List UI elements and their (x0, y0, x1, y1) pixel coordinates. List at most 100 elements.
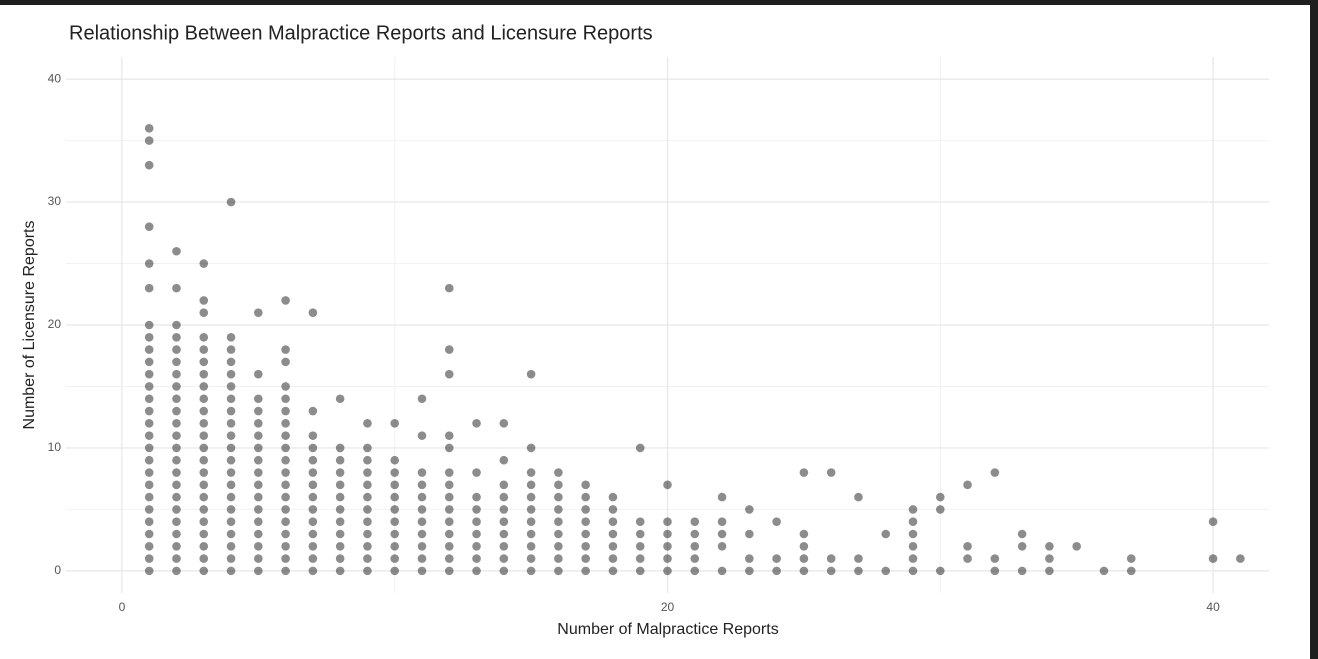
point (881, 529, 891, 539)
point (308, 431, 318, 440)
y-axis-label: Number of Licensure Reports (21, 221, 38, 430)
point (308, 554, 318, 563)
point (717, 529, 727, 539)
point (444, 443, 454, 453)
point (281, 394, 290, 404)
point (144, 554, 154, 563)
point (581, 541, 590, 551)
point (199, 369, 209, 379)
x-tick-label: 40 (1206, 600, 1220, 614)
point (935, 566, 945, 576)
point (908, 517, 918, 526)
point (144, 406, 154, 416)
point (444, 505, 454, 514)
point (308, 566, 318, 576)
point (554, 492, 563, 502)
point (499, 517, 509, 526)
point (1208, 554, 1218, 563)
point (581, 480, 590, 490)
point (908, 529, 918, 539)
point (172, 529, 181, 539)
point (881, 566, 891, 576)
point (417, 566, 427, 576)
point (281, 492, 290, 502)
point (554, 541, 563, 551)
point (472, 517, 481, 526)
point (144, 517, 154, 526)
point (281, 406, 290, 416)
point (608, 492, 618, 502)
point (717, 517, 727, 526)
point (581, 554, 590, 563)
point (799, 554, 809, 563)
point (254, 443, 263, 453)
point (772, 517, 781, 526)
point (1236, 554, 1245, 563)
point (172, 369, 181, 379)
point (254, 505, 263, 514)
point (608, 541, 618, 551)
point (990, 554, 1000, 563)
point (144, 332, 154, 342)
point (226, 382, 236, 391)
point (281, 505, 290, 514)
point (281, 541, 290, 551)
point (772, 566, 781, 576)
point (608, 566, 618, 576)
point (799, 529, 809, 539)
point (335, 394, 345, 404)
point (390, 492, 400, 502)
point (172, 382, 181, 391)
point (335, 566, 345, 576)
point (444, 492, 454, 502)
point (554, 480, 563, 490)
point (581, 492, 590, 502)
point (963, 480, 972, 490)
point (499, 419, 509, 428)
point (144, 124, 154, 133)
point (390, 480, 400, 490)
point (854, 492, 863, 502)
chart-title: Relationship Between Malpractice Reports… (69, 22, 653, 44)
point (363, 517, 372, 526)
point (990, 566, 1000, 576)
point (390, 529, 400, 539)
point (417, 505, 427, 514)
point (281, 419, 290, 428)
point (499, 492, 509, 502)
y-tick-label: 10 (48, 440, 62, 454)
point (226, 332, 236, 342)
point (1208, 517, 1218, 526)
point (390, 566, 400, 576)
point (226, 431, 236, 440)
point (172, 419, 181, 428)
point (390, 541, 400, 551)
point (444, 345, 454, 354)
point (745, 505, 754, 514)
x-tick-label: 20 (661, 600, 675, 614)
point (199, 492, 209, 502)
point (390, 554, 400, 563)
point (472, 468, 481, 477)
point (199, 296, 209, 305)
point (226, 505, 236, 514)
point (690, 541, 700, 551)
point (199, 541, 209, 551)
point (254, 419, 263, 428)
point (199, 566, 209, 576)
point (144, 222, 154, 231)
point (199, 455, 209, 465)
point (444, 529, 454, 539)
point (226, 455, 236, 465)
point (226, 406, 236, 416)
point (144, 492, 154, 502)
point (144, 505, 154, 514)
point (554, 566, 563, 576)
point (144, 369, 154, 379)
point (172, 246, 181, 256)
point (144, 455, 154, 465)
point (199, 505, 209, 514)
point (690, 566, 700, 576)
point (554, 468, 563, 477)
point (526, 529, 536, 539)
